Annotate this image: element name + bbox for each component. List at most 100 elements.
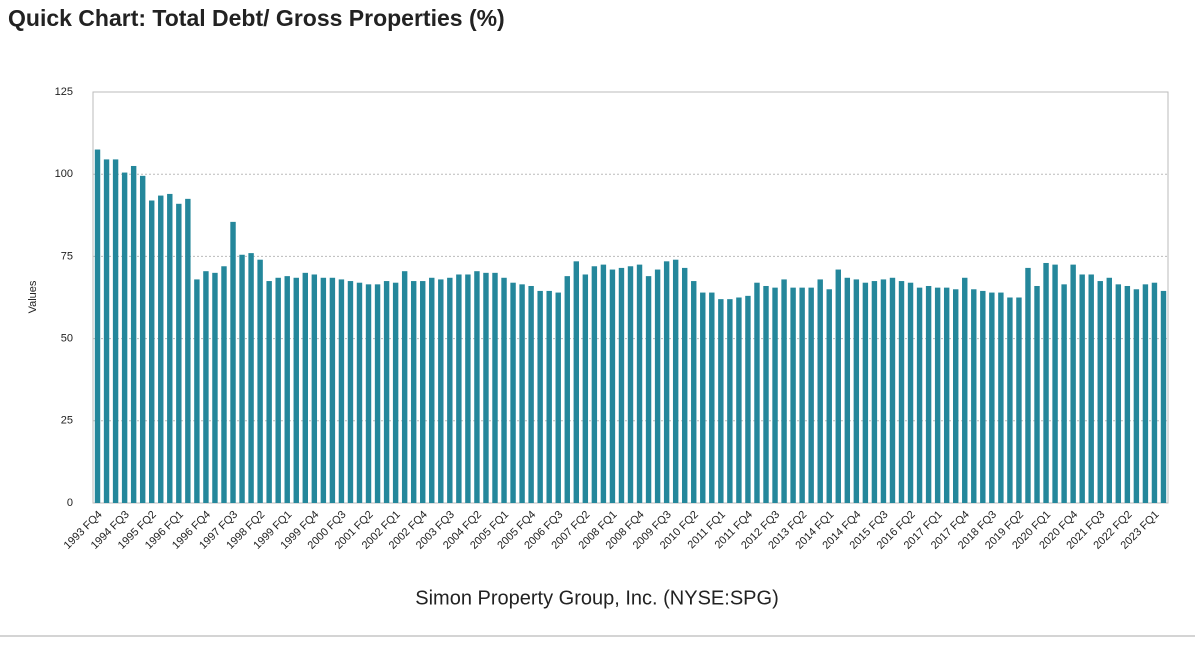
bar [212,272,218,503]
bar [799,287,805,503]
bar [519,284,525,503]
bar [194,279,200,503]
bar [401,271,408,503]
bar [844,277,851,503]
bar [1142,284,1149,503]
bar [158,195,164,503]
bar [925,285,932,503]
bar [456,274,462,503]
y-tick-label: 100 [55,168,73,180]
bar [934,287,941,503]
bar [546,290,552,503]
bar [356,282,363,503]
bar [916,287,923,503]
bar [392,282,399,503]
bar [1061,284,1067,503]
bar [853,279,860,503]
bar [555,292,561,503]
bar [320,277,327,503]
bar [645,276,652,503]
bar [1151,282,1158,503]
bar [691,281,697,503]
bar [1124,285,1131,503]
bar [130,165,137,504]
bar [1052,264,1058,503]
bar [1007,297,1013,503]
bar [709,292,715,503]
bar [745,295,751,503]
chart-title: Quick Chart: Total Debt/ Gross Propertie… [8,5,505,31]
bar [176,203,182,504]
bar [636,264,643,503]
bar [185,198,191,504]
bar [989,292,995,503]
bar [808,287,814,503]
bar [1070,264,1076,503]
bar [1079,274,1085,503]
bar [293,277,299,503]
bar [1016,297,1022,503]
bar [1106,277,1112,503]
bar [483,272,489,503]
bar [429,277,435,503]
bar [112,159,119,504]
bar [284,276,290,503]
bar [365,284,372,503]
bar [817,279,823,503]
bar [121,172,128,503]
bar [980,290,986,503]
bar [510,282,516,503]
y-tick-label: 75 [61,250,73,262]
bar [880,279,887,503]
bar [537,290,543,503]
bar [221,266,227,503]
y-axis-label: Values [27,280,39,313]
bar [727,299,733,503]
bar [835,269,841,503]
bar [672,259,679,503]
bar [275,277,281,503]
y-tick-label: 0 [67,497,73,509]
bar [591,266,598,503]
bar [438,279,444,503]
bar [239,254,245,503]
bar [266,281,272,503]
bar [311,274,318,503]
bar [582,274,589,503]
bar [420,281,426,503]
bar [564,276,570,503]
bar [94,149,101,504]
bar [907,282,914,503]
bar [167,193,173,504]
bar [528,285,534,503]
bar [962,277,968,503]
bar [953,289,959,503]
bar [998,292,1004,503]
bar [790,287,796,503]
bar [474,271,480,503]
bar [763,285,769,503]
bar [681,267,688,503]
bar [943,287,950,503]
bar [627,266,634,503]
bar [736,297,742,503]
y-tick-label: 50 [61,333,73,345]
bar [257,259,263,503]
bar [1043,262,1049,503]
bar [618,267,625,503]
bar [203,271,209,503]
bar [781,279,787,503]
bar [139,175,146,503]
bar [889,277,896,503]
bar [654,269,661,503]
bar [1025,267,1031,503]
bar [1160,290,1167,503]
bar [501,277,507,503]
bar [609,269,616,503]
bar [871,281,878,503]
chart-subtitle: Simon Property Group, Inc. (NYSE:SPG) [415,587,778,609]
bar [383,281,390,503]
bar [149,200,155,503]
bar [447,277,453,503]
